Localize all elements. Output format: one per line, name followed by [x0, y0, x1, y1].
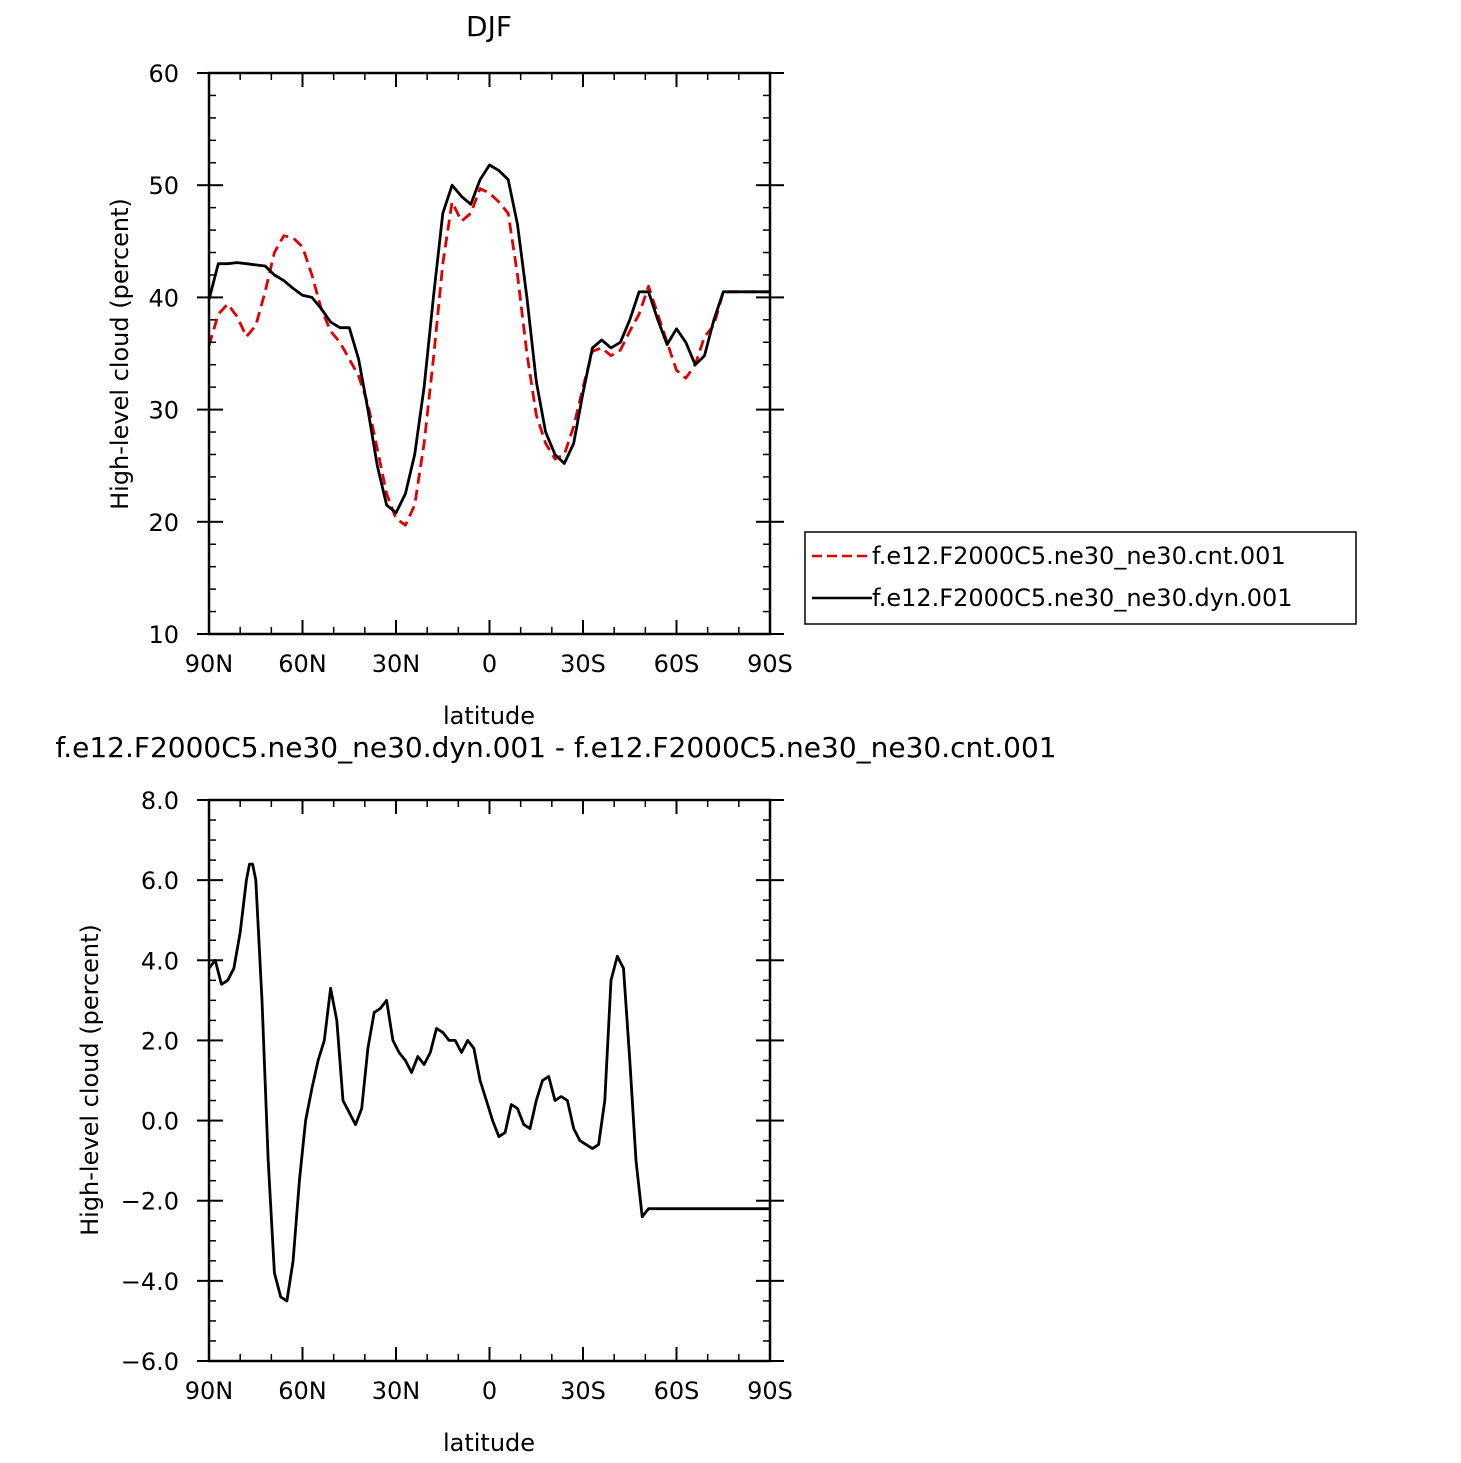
- top-panel: DJF 90N 60N 30N 0 30S 60S 90S 10 20 30 40 50 60 lati…: [106, 10, 793, 730]
- y-tick-label: 30: [148, 397, 179, 425]
- x-tick-label: 30N: [372, 650, 421, 678]
- y-tick-label: 8.0: [141, 787, 179, 815]
- bottom-panel-title: f.e12.F2000C5.ne30_ne30.dyn.001 - f.e12.…: [55, 731, 1056, 764]
- x-tick-label: 60S: [654, 1377, 700, 1405]
- x-tick-label: 60N: [278, 1377, 327, 1405]
- y-tick-label: 60: [148, 60, 179, 88]
- y-tick-label: −2.0: [121, 1188, 179, 1216]
- series-line-1: [207, 163, 770, 515]
- y-tick-label: 0.0: [141, 1108, 179, 1136]
- x-tick-label: 60S: [654, 650, 700, 678]
- x-tick-label: 90N: [185, 1377, 234, 1405]
- x-tick-label: 0: [482, 650, 497, 678]
- x-tick-label: 30S: [560, 1377, 606, 1405]
- top-plot-frame: [207, 71, 772, 636]
- y-tick-label: 4.0: [141, 947, 179, 975]
- series-line-0: [207, 187, 770, 527]
- x-tick-label: 30S: [560, 650, 606, 678]
- top-panel-title: DJF: [466, 10, 512, 43]
- legend-label-dyn: f.e12.F2000C5.ne30_ne30.dyn.001: [872, 584, 1293, 612]
- x-tick-label: 30N: [372, 1377, 421, 1405]
- y-tick-label: 40: [148, 284, 179, 312]
- y-tick-label: −4.0: [121, 1268, 179, 1296]
- bottom-panel: f.e12.F2000C5.ne30_ne30.dyn.001 - f.e12.…: [55, 731, 1056, 1457]
- x-tick-label: 0: [482, 1377, 497, 1405]
- legend: f.e12.F2000C5.ne30_ne30.cnt.001 f.e12.F2…: [804, 531, 1357, 625]
- top-x-axis-title: latitude: [443, 702, 535, 730]
- top-y-axis-title: High-level cloud (percent): [106, 198, 134, 510]
- y-tick-label: 6.0: [141, 867, 179, 895]
- x-tick-label: 60N: [278, 650, 327, 678]
- y-tick-label: 50: [148, 172, 179, 200]
- bottom-x-axis-title: latitude: [443, 1429, 535, 1457]
- y-tick-label: −6.0: [121, 1348, 179, 1376]
- legend-box: [804, 531, 1357, 625]
- x-tick-label: 90N: [185, 650, 234, 678]
- bottom-y-axis-title: High-level cloud (percent): [76, 924, 104, 1236]
- y-tick-label: 20: [148, 509, 179, 537]
- series-line-0: [207, 862, 770, 1303]
- bottom-plot-frame: [207, 798, 772, 1363]
- legend-label-cnt: f.e12.F2000C5.ne30_ne30.cnt.001: [872, 542, 1286, 570]
- y-tick-label: 2.0: [141, 1027, 179, 1055]
- y-tick-label: 10: [148, 621, 179, 649]
- x-tick-label: 90S: [747, 1377, 793, 1405]
- x-tick-label: 90S: [747, 650, 793, 678]
